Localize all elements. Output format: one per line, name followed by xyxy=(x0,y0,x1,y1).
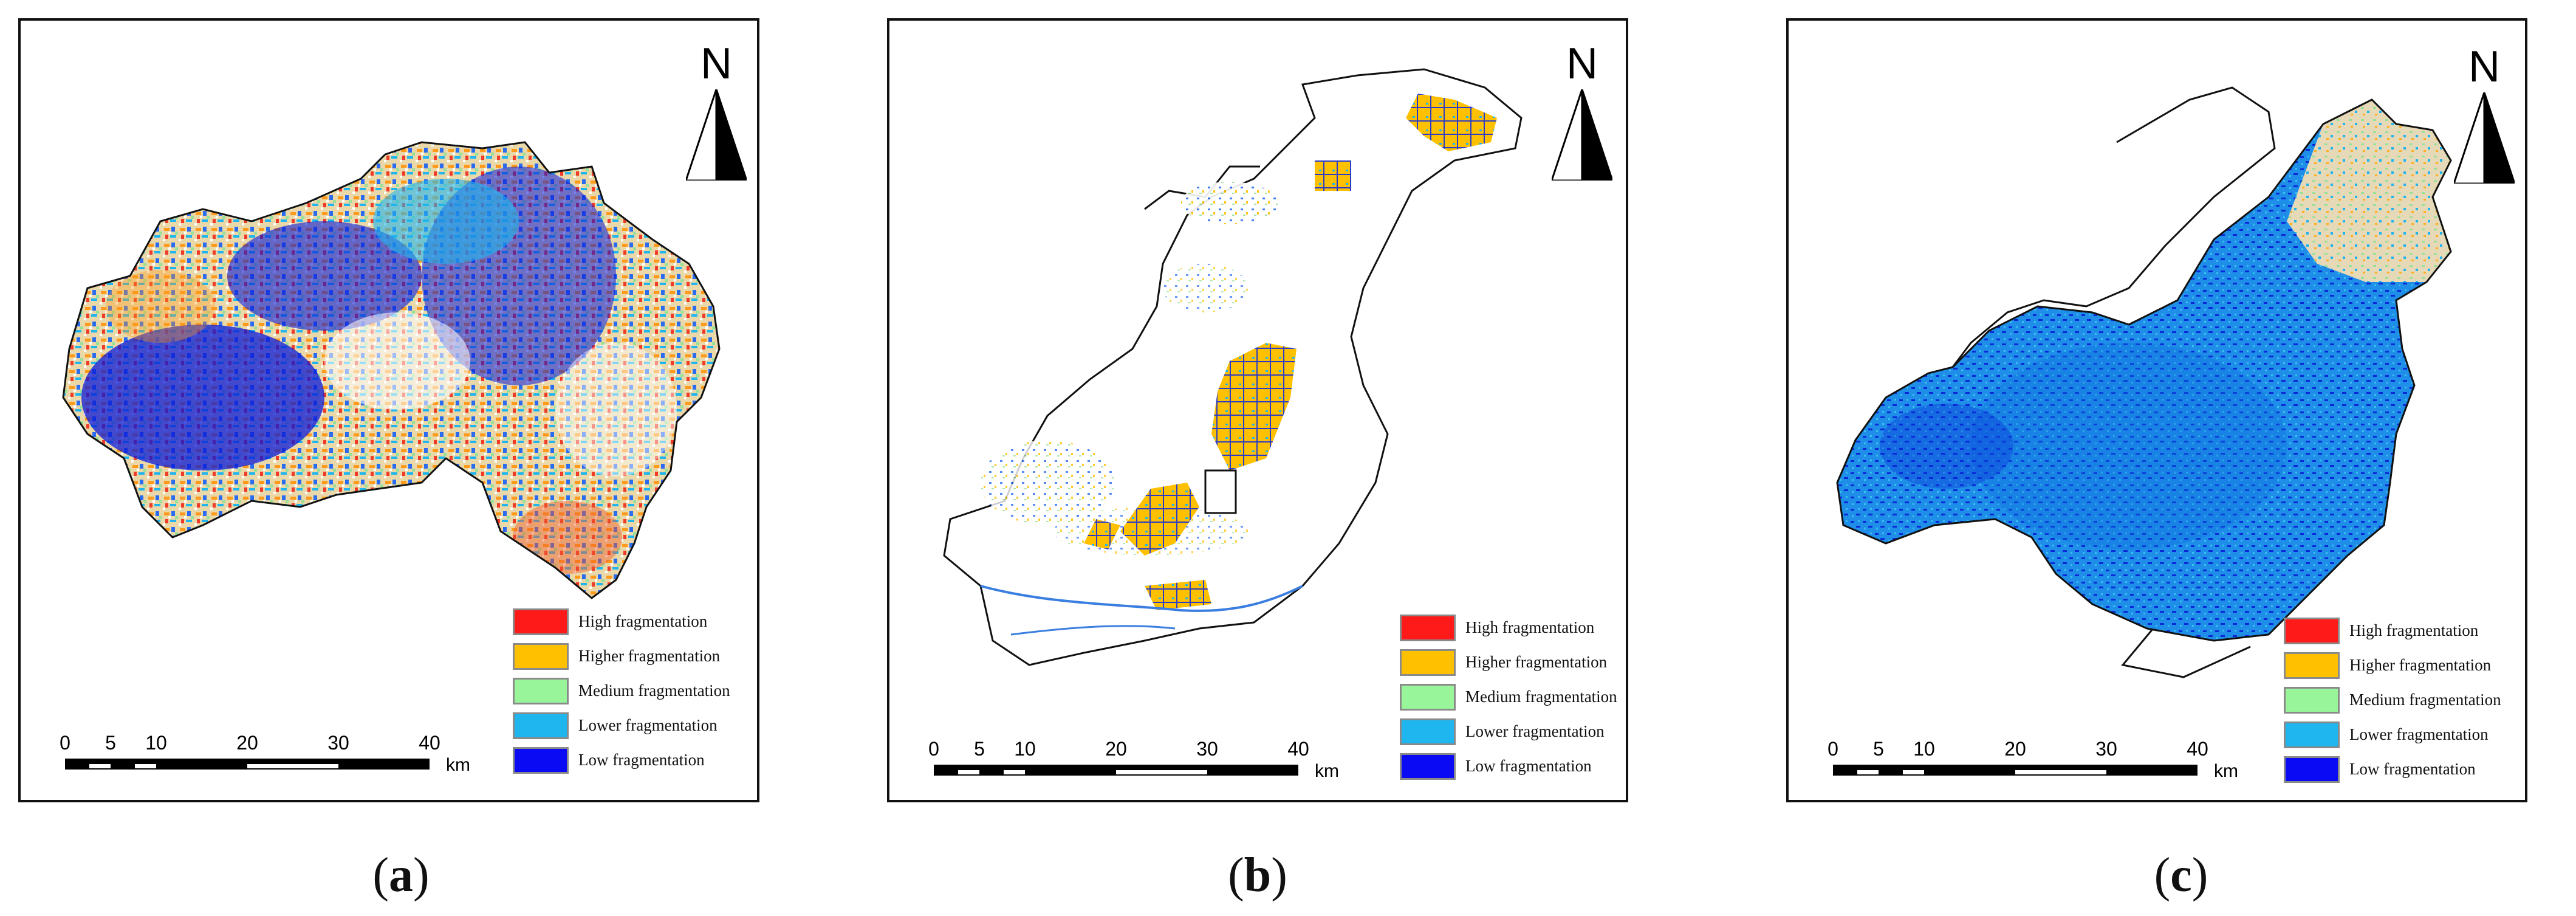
legend-item: Lower fragmentation xyxy=(513,708,756,743)
legend-item: Medium fragmentation xyxy=(2284,683,2527,717)
caption-letter: c xyxy=(2170,849,2192,902)
legend-label: Lower fragmentation xyxy=(2349,725,2489,743)
scale-unit: km xyxy=(1315,761,1339,781)
legend-label: Medium fragmentation xyxy=(2349,690,2501,709)
map-panel-b: N High fragmentation Higher fragmentatio… xyxy=(887,18,1628,802)
map-panel-c: N High fragmentation Higher fragmentatio… xyxy=(1786,18,2527,802)
north-label: N xyxy=(701,40,732,88)
scale-unit: km xyxy=(2214,761,2238,781)
scale-tick: 20 xyxy=(236,732,258,754)
legend-label: Higher fragmentation xyxy=(578,647,721,665)
legend-label: Higher fragmentation xyxy=(1465,653,1608,671)
scale-tick: 30 xyxy=(1196,738,1218,760)
legend-label: Low fragmentation xyxy=(1465,757,1592,775)
legend-item: Lower fragmentation xyxy=(2284,717,2527,752)
north-arrow-icon xyxy=(1552,89,1612,181)
scale-tick: 40 xyxy=(2187,738,2208,760)
legend-item: High fragmentation xyxy=(513,604,756,639)
scale-bar-graphic xyxy=(1833,765,2197,776)
legend: High fragmentation Higher fragmentation … xyxy=(513,604,756,777)
scale-tick: 40 xyxy=(1287,738,1309,760)
legend-swatch xyxy=(1400,683,1456,711)
legend-swatch xyxy=(1400,614,1456,641)
scale-tick: 30 xyxy=(2095,738,2117,760)
legend-label: High fragmentation xyxy=(578,612,708,630)
scale-tick: 5 xyxy=(1873,738,1884,760)
legend-item: Higher fragmentation xyxy=(1400,645,1643,680)
legend-swatch xyxy=(513,712,569,739)
scale-bar-graphic xyxy=(65,759,430,770)
scale-tick: 0 xyxy=(1828,738,1838,760)
legend-item: Medium fragmentation xyxy=(513,673,756,708)
fragmentation-map-a xyxy=(62,141,721,599)
legend-label: Lower fragmentation xyxy=(578,716,718,734)
scale-tick: 0 xyxy=(928,738,939,760)
caption-letter: a xyxy=(389,849,413,902)
legend-label: Low fragmentation xyxy=(2349,760,2476,778)
legend-item: High fragmentation xyxy=(2284,613,2527,648)
legend-item: Low fragmentation xyxy=(2284,752,2527,787)
scale-bar-graphic xyxy=(934,765,1298,776)
legend-swatch xyxy=(513,746,569,774)
legend-swatch xyxy=(513,608,569,635)
legend-label: Medium fragmentation xyxy=(578,681,730,700)
scale-tick: 5 xyxy=(105,732,116,754)
caption-b: (b) xyxy=(1228,849,1287,902)
legend-item: Lower fragmentation xyxy=(1400,714,1643,749)
map-panel-a: N High fragmentation Higher fragmentatio… xyxy=(18,18,759,802)
scale-bar: 0 5 10 20 30 40 km xyxy=(57,732,482,787)
scale-bar: 0 5 10 20 30 40 km xyxy=(926,738,1351,793)
legend-swatch xyxy=(1400,718,1456,745)
legend-label: Higher fragmentation xyxy=(2349,656,2492,674)
legend-swatch xyxy=(1400,752,1456,780)
legend-label: Lower fragmentation xyxy=(1465,722,1605,740)
scale-tick: 5 xyxy=(974,738,985,760)
caption-a: (a) xyxy=(372,849,430,902)
legend-label: Low fragmentation xyxy=(578,751,705,769)
north-label: N xyxy=(1566,40,1598,88)
legend-swatch xyxy=(2284,652,2340,679)
legend-swatch xyxy=(2284,756,2340,783)
legend-item: Higher fragmentation xyxy=(513,639,756,673)
legend-label: High fragmentation xyxy=(2349,621,2479,639)
scale-tick: 10 xyxy=(1913,738,1935,760)
north-label: N xyxy=(2468,43,2500,91)
scale-tick: 20 xyxy=(1105,738,1127,760)
scale-tick: 10 xyxy=(1014,738,1036,760)
north-arrow-icon xyxy=(686,89,747,181)
north-arrow-icon xyxy=(2454,92,2515,184)
caption-letter: b xyxy=(1244,849,1272,902)
scale-tick: 20 xyxy=(2004,738,2026,760)
legend: High fragmentation Higher fragmentation … xyxy=(2284,613,2527,787)
scale-tick: 30 xyxy=(327,732,349,754)
legend: High fragmentation Higher fragmentation … xyxy=(1400,610,1643,783)
legend-item: Low fragmentation xyxy=(513,743,756,777)
scale-unit: km xyxy=(446,755,470,775)
legend-item: Medium fragmentation xyxy=(1400,680,1643,714)
north-arrow: N xyxy=(680,42,753,182)
fragmentation-map-c xyxy=(1836,86,2452,678)
legend-label: Medium fragmentation xyxy=(1465,687,1617,706)
legend-swatch xyxy=(1400,649,1456,676)
legend-swatch xyxy=(2284,686,2340,714)
scale-bar: 0 5 10 20 30 40 km xyxy=(1825,738,2250,793)
legend-swatch xyxy=(2284,617,2340,644)
scale-tick: 0 xyxy=(60,732,70,754)
legend-item: High fragmentation xyxy=(1400,610,1643,645)
legend-swatch xyxy=(513,677,569,704)
caption-c: (c) xyxy=(2154,849,2208,902)
legend-item: Higher fragmentation xyxy=(2284,648,2527,683)
legend-swatch xyxy=(513,642,569,670)
fragmentation-map-b xyxy=(943,68,1523,666)
legend-swatch xyxy=(2284,721,2340,748)
north-arrow: N xyxy=(2448,45,2521,185)
scale-tick: 10 xyxy=(145,732,167,754)
legend-item: Low fragmentation xyxy=(1400,749,1643,783)
north-arrow: N xyxy=(1546,42,1619,182)
legend-label: High fragmentation xyxy=(1465,618,1595,636)
scale-tick: 40 xyxy=(419,732,440,754)
